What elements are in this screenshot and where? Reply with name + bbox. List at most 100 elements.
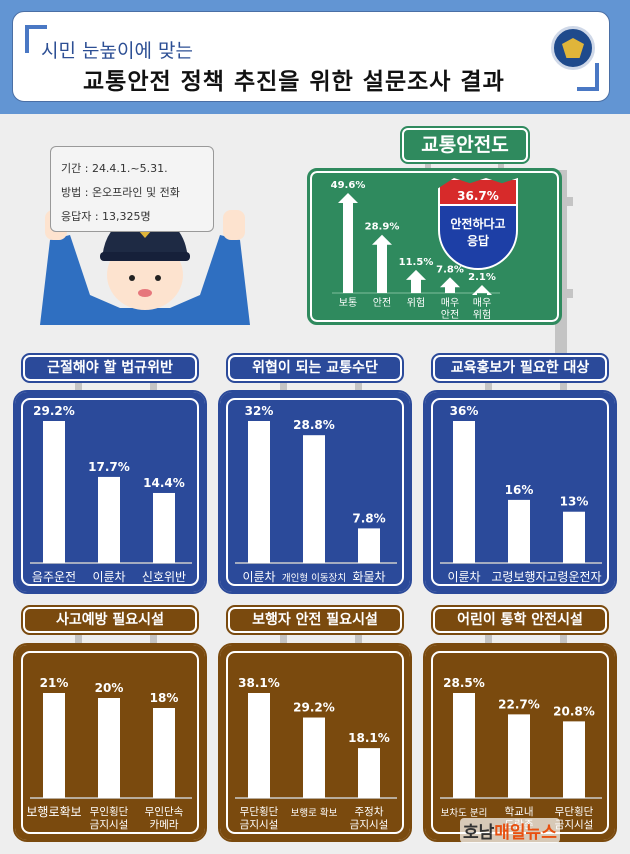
bar [453, 421, 475, 563]
arrow-bar [440, 277, 460, 293]
bar-chart: 32% 이륜차 28.8% 개인형 이동장치 7.8% 화물차 [235, 404, 397, 584]
sign-post [150, 635, 157, 645]
bar [153, 708, 175, 798]
bar-value-label: 20.8% [553, 704, 595, 718]
arrow-category-label: 매우 [473, 297, 491, 309]
bar [358, 748, 380, 798]
bar-chart: 36% 이륜차 16% 고령보행자 13% 고령운전자 [440, 404, 602, 584]
chart-title: 교육홍보가 필요한 대상 [431, 353, 609, 383]
bar-value-label: 13% [560, 495, 589, 509]
bar-category-label: 화물차 [352, 570, 385, 584]
bar-category-label: 금지시설 [555, 819, 594, 831]
bar-value-label: 21% [40, 676, 69, 690]
bar-value-label: 18% [150, 691, 179, 705]
arrow-category-label: 보통 [339, 297, 357, 309]
bracket-open [25, 25, 47, 53]
bar [303, 717, 325, 798]
subtitle: 시민 눈높이에 맞는 [41, 40, 193, 62]
arrow-value-label: 2.1% [468, 272, 496, 283]
bar-category-label: 학교내 [505, 806, 534, 818]
survey-period: 기간 : 24.4.1.~5.31. [61, 162, 168, 175]
sign-post [425, 160, 431, 170]
bar-category-label: 보차도 분리 [441, 807, 488, 819]
bar-category-label: 무단횡단 [240, 805, 279, 818]
bar-category-label: 신호위반 [142, 570, 186, 584]
arrow-bar [406, 269, 426, 293]
bar-category-label: 고령보행자 [491, 569, 546, 584]
chart-panel: 32% 이륜차 28.8% 개인형 이동장치 7.8% 화물차 [218, 390, 412, 594]
bar-value-label: 18.1% [348, 731, 390, 745]
bar [563, 721, 585, 798]
bar-value-label: 36% [450, 404, 479, 418]
bar-value-label: 17.7% [88, 460, 130, 474]
sign-post [150, 383, 157, 392]
bar-category-label: 이륜차 [242, 570, 275, 584]
sign-post [280, 383, 287, 392]
arrow-category-label: 위험 [407, 296, 425, 309]
bar [508, 714, 530, 798]
bar-category-label: 이륜차 [447, 570, 480, 584]
bar [98, 476, 120, 563]
bar-category-label: 금지시설 [90, 819, 129, 831]
police-emblem-icon [551, 26, 595, 70]
chart-panel: 21% 보행로확보 20% 무인횡단 금지시설 18% 무인단속 카메라 [13, 643, 207, 842]
bar-value-label: 22.7% [498, 697, 540, 711]
bar [303, 435, 325, 563]
page-title: 교통안전 정책 추진을 위한 설문조사 결과 [83, 69, 505, 95]
header-banner: 시민 눈높이에 맞는 교통안전 정책 추진을 위한 설문조사 결과 [0, 0, 630, 114]
badge-value: 36.7% [438, 178, 518, 204]
bar-category-label: 고령운전자 [546, 570, 601, 584]
bar-category-label: 무단횡단 [555, 805, 594, 818]
safety-badge: 36.7% 안전하다고 응답 [438, 178, 518, 270]
survey-info-board: 기간 : 24.4.1.~5.31. 방법 : 온오프라인 및 전화 응답자 :… [50, 146, 214, 232]
sign-post [75, 383, 82, 392]
bar [453, 693, 475, 798]
bar [248, 693, 270, 798]
arrow-category-label: 위험 [473, 308, 491, 321]
bar-value-label: 28.5% [443, 676, 485, 690]
bar-chart: 29.2% 음주운전 17.7% 이륜차 14.4% 신호위반 [30, 404, 192, 584]
bar-category-label: 금지시설 [240, 819, 279, 831]
arrow-value-label: 49.6% [331, 180, 366, 191]
chart-panel: 36% 이륜차 16% 고령보행자 13% 고령운전자 [423, 390, 617, 594]
bar-value-label: 32% [245, 404, 274, 418]
chart-title: 근절해야 할 법규위반 [21, 353, 199, 383]
logo-part2: 매일뉴스 [494, 823, 557, 843]
arrow-category-label: 매우 [441, 297, 459, 309]
bar [43, 693, 65, 798]
bar-value-label: 29.2% [33, 404, 75, 418]
bar-value-label: 7.8% [352, 511, 385, 525]
badge-text: 안전하다고 응답 [438, 204, 518, 270]
sign-post [355, 635, 362, 645]
bar-category-label: 주정차 [355, 806, 384, 818]
sign-post [485, 383, 492, 392]
bar-value-label: 20% [95, 681, 124, 695]
bar-value-label: 38.1% [238, 676, 280, 690]
bar-category-label: 음주운전 [32, 570, 76, 584]
survey-respondents: 응답자 : 13,325명 [61, 210, 151, 223]
safety-sign: 49.6% 보통 28.9% 안전 11.5% 위험 7.8% 매우 안전 2.1% 매우 위험 [307, 168, 562, 325]
watermark-logo: 호남매일뉴스 [460, 818, 560, 843]
chart-panel: 38.1% 무단횡단 금지시설 29.2% 보행로 확보 18.1% 주정차 금지시설 [218, 643, 412, 842]
arrow-category-label: 안전 [441, 309, 459, 321]
sign-post [498, 160, 504, 170]
bar-category-label: 이륜차 [92, 570, 125, 584]
sign-post [485, 635, 492, 645]
arrow-category-label: 안전 [373, 297, 391, 309]
bar [508, 499, 530, 563]
title-box: 시민 눈높이에 맞는 교통안전 정책 추진을 위한 설문조사 결과 [12, 11, 610, 102]
chart-title: 위협이 되는 교통수단 [226, 353, 404, 383]
arrow-value-label: 28.9% [365, 222, 400, 233]
bar-category-label: 보행로확보 [26, 804, 81, 819]
bar-category-label: 무인횡단 [90, 805, 129, 818]
bar [248, 421, 270, 563]
bar-category-label: 금지시설 [350, 819, 389, 831]
sign-post [355, 383, 362, 392]
chart-panel: 29.2% 음주운전 17.7% 이륜차 14.4% 신호위반 [13, 390, 207, 594]
bar [43, 421, 65, 563]
